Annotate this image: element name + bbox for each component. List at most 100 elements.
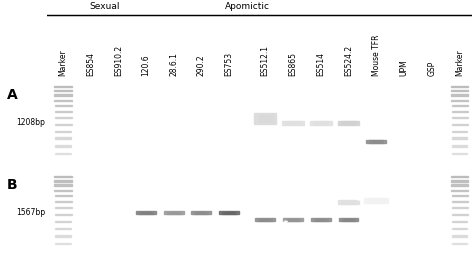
Bar bbox=[286, 219, 300, 221]
Bar bbox=[317, 219, 325, 220]
Bar bbox=[452, 105, 467, 106]
Bar bbox=[372, 200, 381, 201]
Bar bbox=[452, 207, 467, 208]
Bar bbox=[136, 211, 156, 214]
Bar bbox=[344, 201, 353, 203]
Bar bbox=[55, 214, 72, 215]
Bar bbox=[139, 212, 153, 214]
Bar bbox=[337, 121, 359, 125]
Bar bbox=[55, 185, 72, 186]
Bar bbox=[285, 121, 301, 124]
Text: ES854: ES854 bbox=[86, 52, 95, 76]
Bar bbox=[342, 219, 356, 221]
Bar bbox=[451, 176, 468, 177]
Bar bbox=[55, 100, 72, 101]
Bar bbox=[341, 121, 356, 124]
Bar bbox=[163, 121, 184, 125]
Bar bbox=[55, 90, 72, 92]
Bar bbox=[341, 201, 356, 204]
Bar bbox=[345, 219, 353, 220]
Bar bbox=[219, 211, 239, 214]
Bar bbox=[451, 86, 468, 87]
Bar bbox=[452, 228, 467, 229]
Text: 1208bp: 1208bp bbox=[16, 118, 45, 127]
Bar bbox=[142, 212, 150, 213]
Text: A/B: A/B bbox=[357, 186, 400, 200]
Bar bbox=[254, 113, 276, 123]
Bar bbox=[368, 199, 385, 202]
Bar bbox=[197, 122, 206, 123]
Bar bbox=[289, 122, 297, 123]
Text: GSP: GSP bbox=[428, 61, 437, 76]
Bar bbox=[55, 138, 71, 139]
Bar bbox=[369, 140, 383, 143]
Bar bbox=[55, 111, 72, 112]
Bar bbox=[452, 235, 467, 237]
Bar bbox=[452, 214, 467, 215]
Bar bbox=[313, 121, 328, 124]
Bar bbox=[55, 228, 71, 229]
Text: 290.2: 290.2 bbox=[197, 55, 206, 76]
Bar bbox=[451, 100, 468, 101]
Bar bbox=[368, 108, 385, 120]
Bar bbox=[366, 140, 386, 143]
Bar bbox=[55, 176, 72, 177]
Bar bbox=[55, 180, 72, 182]
Text: Sexual: Sexual bbox=[90, 2, 120, 11]
Text: 120.6: 120.6 bbox=[142, 55, 151, 76]
Bar bbox=[451, 90, 468, 92]
Bar bbox=[55, 117, 72, 118]
Bar bbox=[258, 219, 272, 221]
Text: 1567bp: 1567bp bbox=[16, 208, 45, 217]
Text: ES512.1: ES512.1 bbox=[261, 45, 270, 76]
Bar bbox=[452, 201, 467, 202]
Bar bbox=[194, 121, 209, 124]
Bar bbox=[289, 219, 297, 220]
Bar bbox=[452, 195, 467, 196]
Bar bbox=[452, 117, 467, 118]
Bar bbox=[138, 121, 154, 124]
Bar bbox=[261, 219, 269, 220]
Bar bbox=[164, 211, 183, 214]
Bar bbox=[197, 212, 205, 213]
Text: ES865: ES865 bbox=[289, 52, 298, 76]
Text: Marker: Marker bbox=[455, 50, 464, 76]
Bar bbox=[194, 212, 208, 214]
Bar bbox=[55, 145, 71, 147]
Text: B: B bbox=[7, 178, 18, 192]
Bar bbox=[451, 190, 468, 191]
Bar bbox=[372, 111, 381, 117]
Bar bbox=[55, 195, 72, 196]
Bar bbox=[452, 130, 467, 132]
Bar bbox=[170, 212, 178, 213]
Bar bbox=[452, 145, 467, 147]
Bar bbox=[55, 124, 72, 125]
Bar bbox=[261, 116, 270, 120]
Bar bbox=[55, 190, 72, 191]
Text: Marker: Marker bbox=[59, 50, 68, 76]
Bar bbox=[142, 122, 150, 123]
Bar bbox=[451, 180, 468, 182]
Bar bbox=[316, 122, 325, 123]
Bar bbox=[451, 94, 468, 96]
Bar bbox=[283, 218, 303, 221]
Bar bbox=[55, 130, 71, 132]
Text: ES524.2: ES524.2 bbox=[344, 45, 353, 76]
Bar bbox=[169, 122, 178, 123]
Bar bbox=[373, 141, 380, 142]
Bar bbox=[55, 221, 71, 222]
Bar bbox=[365, 105, 388, 123]
Bar bbox=[257, 115, 273, 122]
Text: UPM: UPM bbox=[400, 60, 409, 76]
Bar bbox=[55, 235, 71, 237]
Bar bbox=[452, 243, 467, 244]
Bar bbox=[365, 198, 388, 203]
Text: Apomictic: Apomictic bbox=[225, 2, 270, 11]
Bar bbox=[55, 201, 72, 202]
Bar bbox=[167, 212, 181, 214]
Bar bbox=[55, 94, 72, 96]
Bar bbox=[452, 124, 467, 125]
Bar bbox=[55, 105, 72, 106]
Bar bbox=[310, 121, 332, 125]
Bar bbox=[135, 121, 157, 125]
